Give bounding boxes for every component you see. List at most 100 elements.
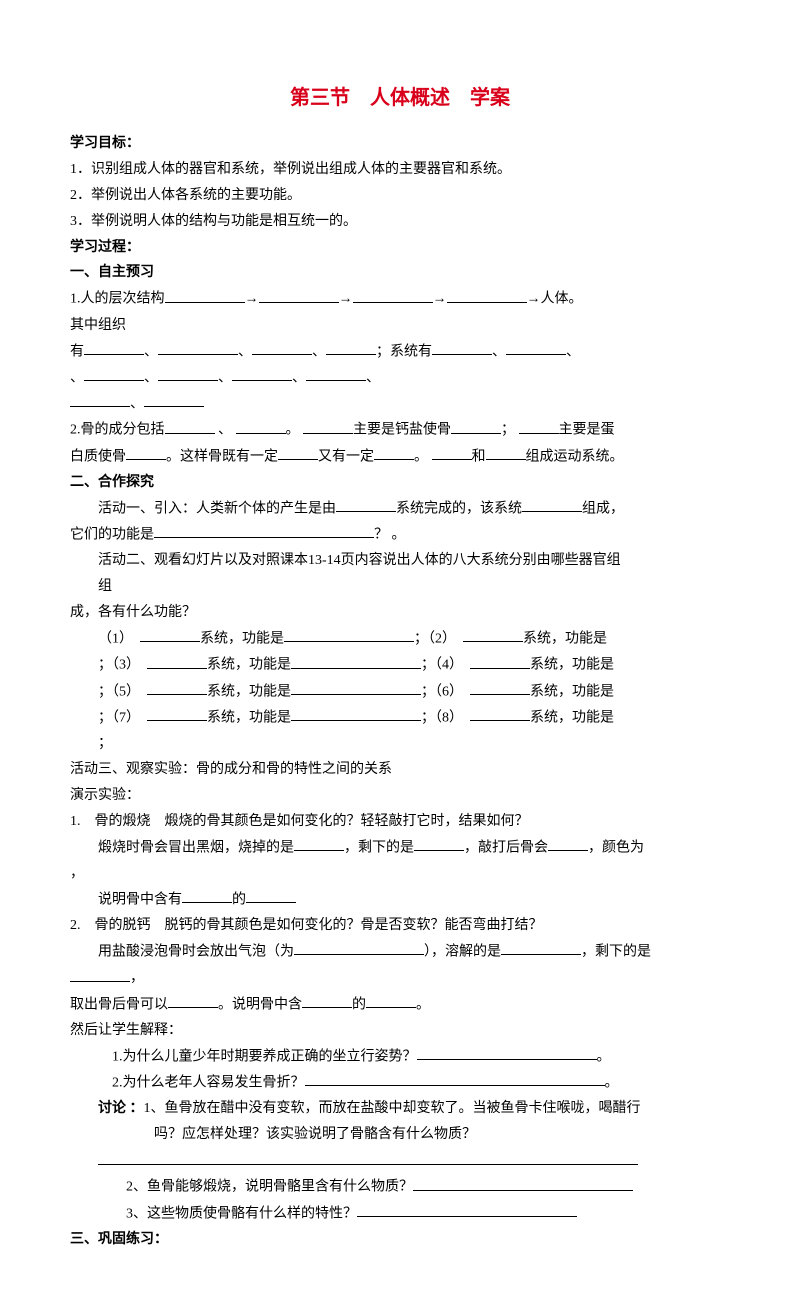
preview-2b: 白质使骨。这样骨既有一定又有一定。 和组成运动系统。 (70, 444, 730, 470)
blank (414, 835, 464, 851)
process-heading: 学习过程： (70, 235, 730, 261)
text: 系统，功能是 (200, 631, 284, 646)
text: 组成运动系统。 (526, 449, 624, 464)
arrow-icon: → (245, 292, 259, 307)
goal-2: 2．举例说出人体各系统的主要功能。 (70, 183, 730, 209)
text: 1.人的层次结构 (70, 292, 165, 307)
text: 取出骨后骨可以 (70, 997, 168, 1012)
text: 1、鱼骨放在醋中没有变软，而放在盐酸中却变软了。当被鱼骨卡住喉咙，喝醋行 (144, 1101, 641, 1116)
blank (154, 522, 374, 538)
text: ，颜色为 (588, 840, 644, 855)
sep: 、 (215, 423, 236, 438)
discussion-heading: 讨论 ： (98, 1101, 144, 1116)
preview-1e: 、 (70, 391, 730, 417)
blank (168, 992, 218, 1008)
activity-1: 活动一、引入：人类新个体的产生是由 系统完成的，该系统 组成， (70, 496, 730, 522)
text: ，剩下的是 (344, 840, 414, 855)
text: 系统，功能是 (207, 684, 291, 699)
arrow-icon: → (433, 292, 447, 307)
blank (232, 365, 292, 381)
blank (147, 652, 207, 668)
blank (432, 444, 472, 460)
section-1-heading: 一、自主预习 (70, 260, 730, 286)
blank (252, 339, 312, 355)
preview-1d: 、、、、、 (70, 365, 730, 391)
blank (158, 365, 218, 381)
blank (84, 365, 144, 381)
blank (486, 444, 526, 460)
text: 系统，功能是 (207, 658, 291, 673)
blank (302, 992, 352, 1008)
sep: 、 (130, 396, 144, 411)
blank (98, 1148, 638, 1164)
blank (165, 417, 215, 433)
text: 2.骨的成分包括 (70, 423, 165, 438)
preview-1: 1.人的层次结构→→→→人体。 (70, 286, 730, 312)
text: 它们的功能是 (70, 527, 154, 542)
bone-2: 2. 骨的脱钙 脱钙的骨其颜色是如何变化的？骨是否变软？能否弯曲打结？ (70, 913, 730, 939)
blank (548, 835, 588, 851)
sys-row-4: ；（7） 系统，功能是；（8） 系统，功能是 (70, 705, 730, 731)
activity-2b: 组 (70, 574, 730, 600)
text: 2、鱼骨能够煅烧，说明骨骼里含有什么物质？ (126, 1180, 413, 1195)
text: 2.为什么老年人容易发生骨折？ (112, 1075, 305, 1090)
text: 主要是钙盐使骨 (353, 423, 451, 438)
activity-2: 活动二、观看幻灯片以及对照课本13-14页内容说出人体的八大系统分别由哪些器官组 (70, 548, 730, 574)
blank (451, 417, 501, 433)
text: 组成， (582, 501, 624, 516)
blank (284, 626, 414, 642)
text: 的 (352, 997, 366, 1012)
blank (236, 417, 286, 433)
blank (291, 679, 421, 695)
sep: 、 (70, 370, 84, 385)
text: 系统，功能是 (530, 658, 614, 673)
discussion-2: 2、鱼骨能够煅烧，说明骨骼里含有什么物质？ (70, 1174, 730, 1200)
text: 煅烧时骨会冒出黑烟，烧掉的是 (98, 840, 294, 855)
text: ，敲打后骨会 (464, 840, 548, 855)
preview-1b: 其中组织 (70, 313, 730, 339)
blank (305, 1070, 605, 1086)
bone-1d: 说明骨中含有的 (70, 887, 730, 913)
text: 。 (166, 449, 180, 464)
text: 系统完成的，该系统 (396, 501, 522, 516)
discussion-1: 讨论 ：1、鱼骨放在醋中没有变软，而放在盐酸中却变软了。当被鱼骨卡住喉咙，喝醋行 (70, 1096, 730, 1122)
blank (294, 835, 344, 851)
page-title: 第三节 人体概述 学案 (70, 80, 730, 117)
blank (519, 417, 559, 433)
blank (336, 496, 396, 512)
blank (278, 444, 318, 460)
bone-2bl: ， (70, 965, 730, 991)
blank (501, 939, 581, 955)
blank (182, 887, 232, 903)
sys-row-3: ；（5） 系统，功能是；（6） 系统，功能是 (70, 679, 730, 705)
preview-1c: 有、、、；系统有、、 (70, 339, 730, 365)
blank (294, 939, 424, 955)
text: ， (130, 971, 144, 986)
text: 。 (414, 449, 428, 464)
sep: 、 (218, 370, 232, 385)
bone-1: 1. 骨的煅烧 煅烧的骨其颜色是如何变化的？轻轻敲打它时，结果如何？ (70, 809, 730, 835)
blank (326, 339, 376, 355)
activity-2c: 成，各有什么功能？ (70, 600, 730, 626)
text: 。 (286, 423, 300, 438)
text: 系统，功能是 (207, 710, 291, 725)
text: 活动一、引入：人类新个体的产生是由 (98, 501, 336, 516)
text: 有 (70, 344, 84, 359)
blank (366, 992, 416, 1008)
sep: 、 (492, 344, 506, 359)
goals-heading: 学习目标： (70, 131, 730, 157)
text: 主要是蛋 (559, 423, 615, 438)
activity-3-heading: 活动三、观察实验：骨的成分和骨的特性之间的关系 (70, 757, 730, 783)
blank (470, 705, 530, 721)
sep: 、 (312, 344, 326, 359)
blank (126, 444, 166, 460)
discussion-1-line (70, 1148, 730, 1174)
sys-row-2: ；（3） 系统，功能是；（4） 系统，功能是 (70, 652, 730, 678)
blank (147, 679, 207, 695)
text: 的 (232, 892, 246, 907)
sep: 、 (292, 370, 306, 385)
sep: 、 (366, 370, 380, 385)
blank (246, 887, 296, 903)
blank (144, 391, 204, 407)
text: 。 (597, 1049, 611, 1064)
